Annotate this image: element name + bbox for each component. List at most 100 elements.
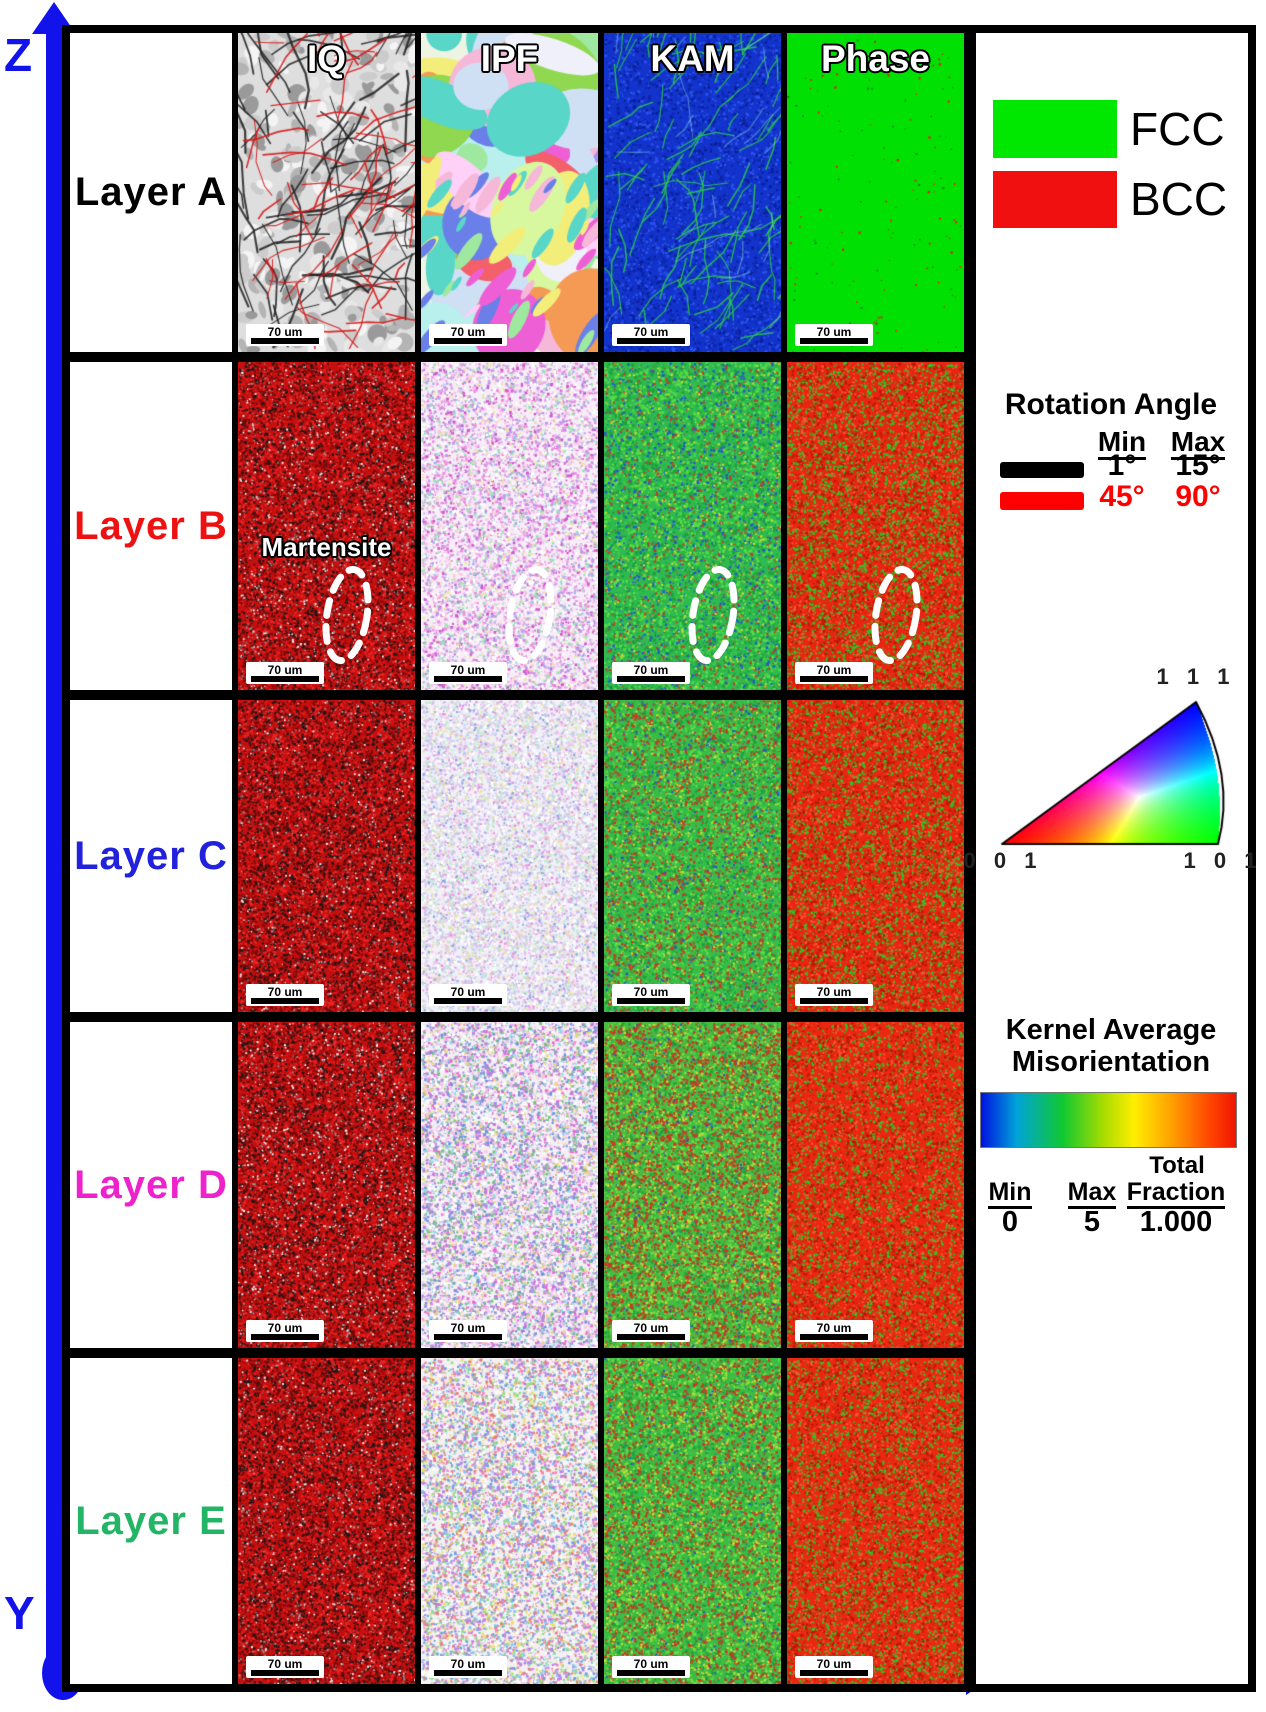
scale-bar: 70 um (612, 1656, 690, 1678)
scale-bar: 70 um (246, 1320, 324, 1342)
kam-title-line1: Kernel Average (1005, 1014, 1217, 1046)
scale-bar: 70 um (246, 984, 324, 1006)
scale-bar-label: 70 um (816, 325, 852, 339)
scale-bar-line (251, 998, 319, 1004)
scale-bar: 70 um (246, 662, 324, 684)
scale-bar-line (434, 1334, 502, 1340)
scale-bar: 70 um (246, 1656, 324, 1678)
scale-bar-label: 70 um (450, 1321, 486, 1335)
layer-label-cell-b: Layer B (70, 362, 232, 690)
bcc-color-swatch (993, 171, 1117, 228)
scale-bar-label: 70 um (633, 1321, 669, 1335)
micrograph-canvas (787, 1022, 964, 1348)
dashed-ellipse-annotation (322, 565, 372, 665)
scale-bar: 70 um (612, 662, 690, 684)
kam-total-value: 1.000 (1139, 1206, 1213, 1238)
scale-bar: 70 um (429, 984, 507, 1006)
column-divider (781, 33, 787, 1684)
scale-bar: 70 um (429, 662, 507, 684)
scale-bar: 70 um (795, 324, 873, 346)
ipf-corner-101-label: 1 0 1 (1183, 848, 1263, 873)
kam-min-header: Min (977, 1178, 1043, 1210)
panel-kam-layer-c: 70 um (604, 700, 781, 1012)
legend-column-divider (964, 33, 976, 1684)
scale-bar-line (800, 338, 868, 344)
scale-bar-label: 70 um (267, 663, 303, 677)
kam-min-header-text: Min (988, 1179, 1032, 1210)
scale-bar-line (800, 1670, 868, 1676)
rotation-min-header-text: Min (1097, 427, 1147, 461)
scale-bar-line (434, 1670, 502, 1676)
ebsd-table: Layer A IQ 70 um IPF 70 um KAM 70 um Phase 70 um… (62, 25, 1256, 1692)
panel-ipf-layer-c: 70 um (421, 700, 598, 1012)
rotation-max-header: Max (1163, 426, 1233, 461)
scale-bar-line (251, 1670, 319, 1676)
panel-kam-layer-a: KAM 70 um (604, 33, 781, 352)
scale-bar-line (251, 338, 319, 344)
panel-phase-layer-c: 70 um (787, 700, 964, 1012)
scale-bar: 70 um (246, 324, 324, 346)
column-header-ipf: IPF (480, 38, 539, 79)
panel-kam-layer-d: 70 um (604, 1022, 781, 1348)
rotation-max-header-text: Max (1170, 427, 1226, 461)
fcc-label: FCC (1130, 103, 1225, 155)
scale-bar-label: 70 um (450, 1657, 486, 1671)
micrograph-canvas (421, 700, 598, 1012)
scale-bar: 70 um (429, 1320, 507, 1342)
scale-bar-label: 70 um (633, 985, 669, 999)
rotation-low-max: 15° (1175, 449, 1221, 482)
fcc-color-swatch (993, 100, 1117, 158)
scale-bar-line (617, 1334, 685, 1340)
scale-bar: 70 um (795, 662, 873, 684)
panel-phase-layer-b: 70 um (787, 362, 964, 690)
scale-bar-label: 70 um (450, 325, 486, 339)
scale-bar-line (617, 676, 685, 682)
dashed-ellipse-annotation (871, 565, 921, 665)
scale-bar-label: 70 um (267, 325, 303, 339)
micrograph-canvas (604, 1022, 781, 1348)
martensite-label: Martensite (261, 532, 392, 562)
scale-bar: 70 um (429, 324, 507, 346)
scale-bar-label: 70 um (633, 325, 669, 339)
panel-iq-layer-e: 70 um (238, 1358, 415, 1684)
ebsd-grid: Layer A IQ 70 um IPF 70 um KAM 70 um Phase 70 um… (70, 33, 1248, 1684)
scale-bar-label: 70 um (816, 985, 852, 999)
panel-iq-layer-d: 70 um (238, 1022, 415, 1348)
micrograph-canvas (787, 700, 964, 1012)
kam-color-scale (980, 1092, 1237, 1148)
scale-bar-line (251, 676, 319, 682)
micrograph-canvas (238, 1022, 415, 1348)
row-divider (70, 1348, 976, 1358)
layer-label-cell-c: Layer C (70, 700, 232, 1012)
micrograph-canvas (238, 700, 415, 1012)
micrograph-canvas (604, 33, 781, 352)
y-axis-label: Y (4, 1587, 35, 1639)
kam-title-line2: Misorientation (1011, 1046, 1211, 1078)
layer-label-cell-a: Layer A (70, 33, 232, 352)
panel-kam-layer-b: 70 um (604, 362, 781, 690)
ipf-corner-001-label: 0 0 1 (963, 848, 1043, 873)
scale-bar-label: 70 um (633, 663, 669, 677)
rotation-high-max: 90° (1175, 480, 1221, 513)
scale-bar-label: 70 um (816, 663, 852, 677)
scale-bar: 70 um (612, 1320, 690, 1342)
micrograph-canvas (421, 1358, 598, 1684)
scale-bar-label: 70 um (267, 985, 303, 999)
rotation-bar-low (1000, 462, 1084, 478)
kam-max-header-text: Max (1067, 1179, 1117, 1210)
scale-bar-label: 70 um (450, 663, 486, 677)
scale-bar-line (617, 338, 685, 344)
scale-bar: 70 um (429, 1656, 507, 1678)
scale-bar-line (800, 676, 868, 682)
kam-max-header: Max (1059, 1178, 1125, 1210)
dashed-ellipse-annotation (505, 565, 555, 665)
kam-fraction-header-text: Fraction (1126, 1179, 1226, 1210)
column-divider (232, 33, 238, 1684)
column-header-kam: KAM (650, 38, 735, 79)
panel-iq-layer-c: 70 um (238, 700, 415, 1012)
bcc-label: BCC (1130, 173, 1228, 225)
kam-max-value: 5 (1083, 1206, 1101, 1238)
kam-min-value: 0 (1001, 1206, 1019, 1238)
micrograph-canvas (238, 1358, 415, 1684)
